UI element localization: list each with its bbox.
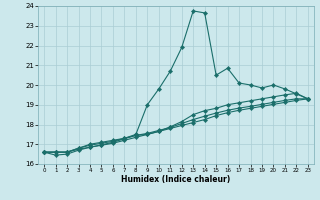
X-axis label: Humidex (Indice chaleur): Humidex (Indice chaleur): [121, 175, 231, 184]
